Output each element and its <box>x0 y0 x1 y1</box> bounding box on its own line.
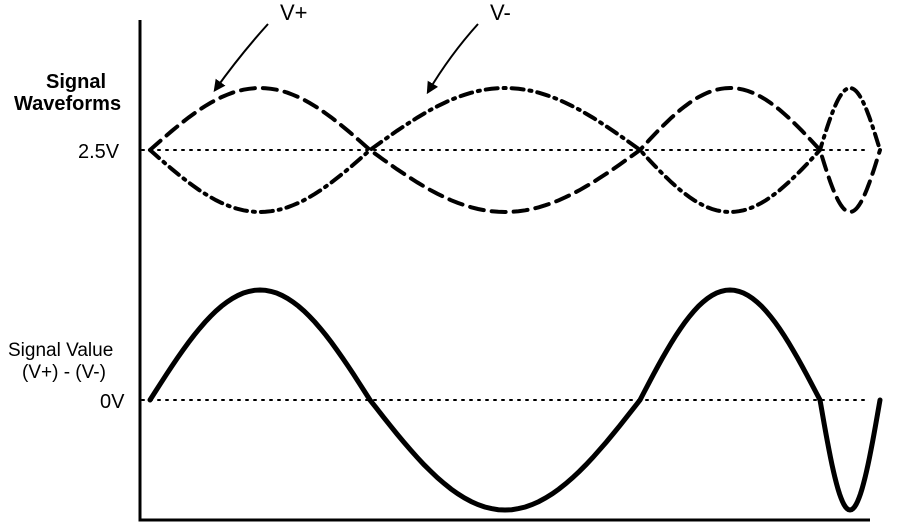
label-signal-value-2: (V+) - (V-) <box>22 362 106 385</box>
label-vminus: V- <box>490 0 511 26</box>
label-signal-waveforms-1: Signal <box>46 70 106 94</box>
label-vplus: V+ <box>280 0 308 26</box>
diagram-svg <box>0 0 900 531</box>
callout-vplus <box>215 24 268 90</box>
label-signal-value-1: Signal Value <box>8 340 113 363</box>
wave-vplus <box>150 88 880 212</box>
wave-vminus <box>150 88 880 212</box>
label-2-5v: 2.5V <box>78 140 119 164</box>
label-signal-waveforms-2: Waveforms <box>14 92 121 116</box>
wave-difference <box>150 290 880 510</box>
label-0v: 0V <box>100 390 124 414</box>
diagram-canvas: V+ V- Signal Waveforms 2.5V Signal Value… <box>0 0 900 531</box>
callout-vminus <box>428 24 478 92</box>
